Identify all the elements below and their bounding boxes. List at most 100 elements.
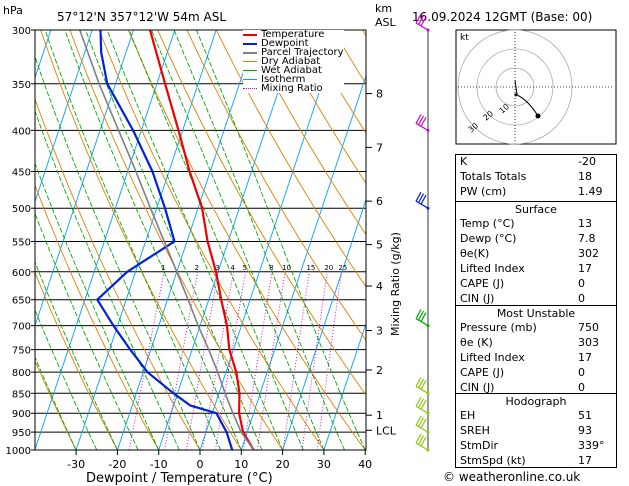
legend-item: Dewpoint (243, 39, 344, 49)
barb-flag (417, 310, 425, 321)
mixing-ratio-line (316, 271, 342, 450)
isotherm-line (323, 322, 366, 450)
hodograph-end-point (535, 113, 541, 119)
dry-adiabat-line (215, 30, 366, 288)
isotherm-line (158, 30, 300, 450)
chart-legend: Temperature Dewpoint Parcel Trajectory D… (243, 30, 344, 94)
barb-flag (417, 398, 425, 409)
temp-tick-label: 40 (358, 458, 372, 471)
isotherm-line (116, 30, 258, 450)
wind-barb (415, 309, 430, 328)
barb-flag (420, 380, 427, 390)
datetime-title: 16.09.2024 12GMT (Base: 00) (412, 10, 592, 24)
km-tick-label: 4 (376, 280, 383, 293)
barb-dot (426, 28, 430, 32)
index-row: K -20 (460, 155, 596, 168)
wind-barb (415, 396, 430, 415)
mixing-ratio-label: 10 (282, 264, 291, 272)
isotherm-line (75, 30, 217, 450)
dry-adiabat-line (245, 30, 366, 236)
hodograph-title: Hodograph (505, 395, 567, 408)
mu-row: Lifted Index 17 (460, 350, 592, 364)
surface-panel: Surface Temp (°C) 13 Dewp (°C) 7.8 θe(K) 30… (455, 201, 617, 306)
mixing-ratio-axis-label: Mixing Ratio (g/kg) (389, 232, 402, 336)
barb-flag (417, 193, 425, 203)
mixing-ratio-line (164, 271, 199, 450)
sounding-lines (79, 30, 255, 450)
wet-adiabat-line (128, 30, 304, 450)
dry-adiabat-line (35, 271, 118, 450)
temp-tick-label: 30 (317, 458, 331, 471)
barb-flag (415, 309, 422, 319)
barb-dot (426, 448, 430, 452)
dry-adiabat-line (35, 97, 201, 450)
barb-flag (417, 417, 425, 427)
wet-adiabat-line (44, 30, 222, 450)
series-temperature (148, 30, 255, 450)
most-unstable-title: Most Unstable (496, 307, 576, 320)
km-tick-label: 7 (376, 141, 383, 154)
mu-row: θe (K) 303 (460, 335, 599, 349)
pressure-unit: hPa (3, 4, 23, 17)
pressure-tick-label: 900 (12, 409, 31, 420)
dry-adiabat-line (40, 30, 242, 450)
surface-row: θe(K) 302 (460, 246, 599, 260)
wet-adiabat-line (35, 109, 180, 450)
barb-flag (417, 115, 425, 126)
wind-barb (415, 114, 430, 132)
mixing-ratio-label: 3 (215, 264, 219, 272)
mixing-ratio-label: 15 (306, 264, 315, 272)
barb-flag (415, 377, 422, 387)
indices-panel: K -20 Totals Totals 18 PW (cm) 1.49 (455, 154, 617, 204)
km-tick-label: 8 (376, 88, 383, 101)
surface-row: CIN (J) 0 (460, 291, 585, 305)
isotherm-line (199, 30, 341, 450)
surface-row: Lifted Index 17 (460, 261, 592, 275)
hodo-row: SREH 93 (460, 423, 592, 437)
barb-dot (426, 411, 430, 415)
km-tick-label: 6 (376, 195, 383, 208)
legend-item: Isotherm (243, 75, 344, 85)
dry-adiabat-line (127, 30, 366, 450)
hodograph: kt 10 20 30 (455, 29, 617, 145)
temp-tick-label: -20 (108, 458, 126, 471)
mixing-ratio-label: 8 (269, 264, 273, 272)
pressure-tick-label: 550 (12, 237, 31, 248)
wind-barb (415, 377, 430, 395)
km-unit-line1: km (375, 2, 392, 15)
pressure-tick-label: 650 (12, 296, 31, 307)
surface-row: Dewp (°C) 7.8 (460, 231, 596, 245)
mu-row: CIN (J) 0 (460, 380, 585, 394)
km-axis: 8 7 6 5 4 3 2 1 LCL (365, 30, 397, 450)
barb-flag (415, 13, 422, 24)
isotherm-line (282, 198, 366, 450)
dry-adiabat-line (157, 30, 366, 396)
legend-item: Parcel Trajectory (243, 48, 344, 58)
most-unstable-panel: Most Unstable Pressure (mb) 750 θe (K) 303… (455, 305, 617, 395)
barb-dot (426, 128, 430, 132)
series-dewpoint (96, 30, 234, 450)
barb-flag (415, 415, 422, 426)
temp-tick-label: 10 (234, 458, 248, 471)
km-tick-label: 3 (376, 325, 383, 338)
surface-title: Surface (515, 203, 557, 216)
isotherm-line (35, 30, 93, 204)
dry-adiabat-line (98, 30, 325, 450)
barb-flag (415, 433, 422, 444)
wet-adiabat-line (35, 212, 139, 450)
wind-barb (415, 415, 430, 434)
temp-tick-label: -30 (67, 458, 85, 471)
pressure-tick-label: 950 (12, 428, 31, 439)
dry-adiabat-line (35, 359, 77, 450)
isotherm-line (35, 30, 176, 450)
pressure-tick-label: 850 (12, 389, 31, 400)
km-tick-label: LCL (376, 424, 397, 437)
isotherm-line (240, 74, 366, 450)
credit-link[interactable]: © weatheronline.co.uk (443, 470, 581, 484)
pressure-tick-label: 1000 (6, 446, 31, 457)
isotherm-line (35, 30, 134, 327)
mixing-ratio-line (214, 271, 247, 450)
hodograph-trace (514, 79, 539, 117)
barb-dot (426, 391, 430, 395)
surface-row: Temp (°C) 13 (460, 217, 592, 230)
